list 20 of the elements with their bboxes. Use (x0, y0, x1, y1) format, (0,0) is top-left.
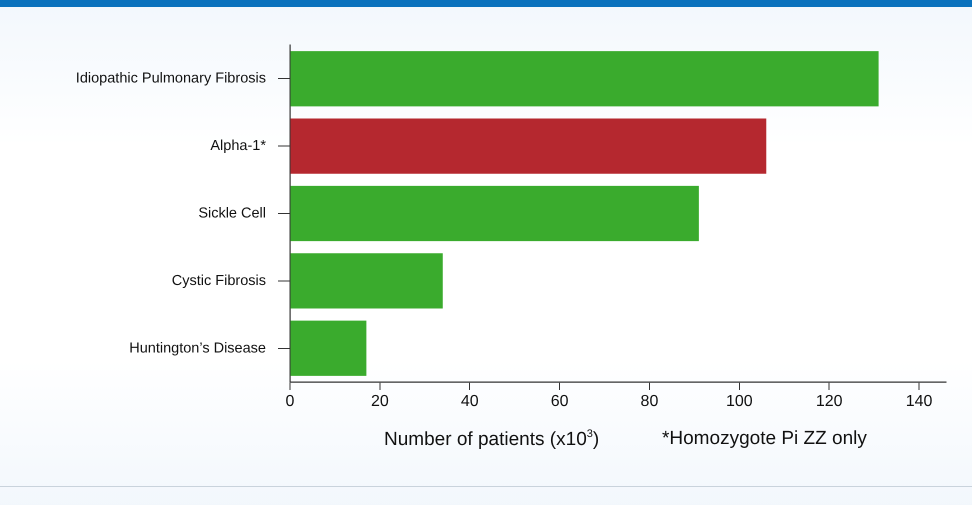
y-tick-label: Idiopathic Pulmonary Fibrosis (76, 70, 266, 87)
y-tick-label: Alpha-1* (210, 138, 266, 154)
x-tick-label: 60 (550, 393, 569, 410)
x-axis-title: Number of patients (x10$^{3}$) (384, 428, 600, 451)
x-tick-label: 80 (640, 393, 658, 410)
x-tick-label: 0 (286, 393, 295, 410)
bar (290, 118, 766, 174)
x-tick-label: 120 (816, 393, 843, 410)
x-tick-label: 100 (726, 393, 753, 410)
y-tick-label: Sickle Cell (198, 206, 266, 222)
x-tick-label: 140 (906, 393, 932, 410)
bar (290, 186, 699, 242)
y-tick-label: Huntington’s Disease (129, 340, 266, 356)
x-tick-label: 40 (460, 393, 479, 410)
x-tick-label: 20 (370, 393, 389, 410)
bar (290, 51, 879, 106)
text: *Homozygote Pi ZZ only (662, 428, 867, 450)
bar (290, 253, 443, 309)
bar (290, 320, 366, 376)
y-tick-label: Cystic Fibrosis (172, 272, 266, 289)
